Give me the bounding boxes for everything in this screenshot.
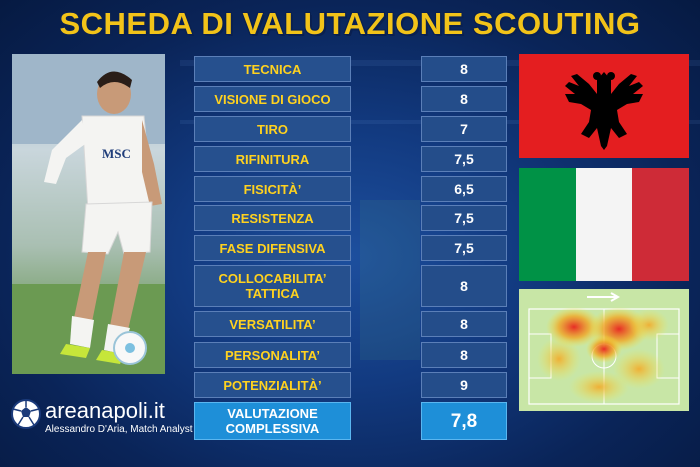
rating-label-visione: VISIONE DI GIOCO — [194, 86, 351, 112]
rating-value-collocabilita: 8 — [421, 265, 507, 307]
brand-author: Alessandro D'Aria, Match Analyst — [45, 424, 193, 435]
heatmap — [519, 289, 689, 411]
rating-label-potenzialita: POTENZIALITÀ’ — [194, 372, 351, 398]
player-illustration — [12, 54, 165, 374]
italy-flag — [519, 168, 689, 281]
rating-label-collocabilita: COLLOCABILITA’ TATTICA — [194, 265, 351, 307]
rating-value-visione: 8 — [421, 86, 507, 112]
flag-stripe-red — [632, 168, 689, 281]
rating-value-tiro: 7 — [421, 116, 507, 142]
direction-arrow-icon — [587, 292, 621, 302]
rating-label-fase-difensiva: FASE DIFENSIVA — [194, 235, 351, 261]
rating-label-resistenza: RESISTENZA — [194, 205, 351, 231]
rating-value-resistenza: 7,5 — [421, 205, 507, 231]
brand-name: areanapoli.it — [45, 398, 165, 423]
flag-stripe-green — [519, 168, 576, 281]
rating-label-rifinitura: RIFINITURA — [194, 146, 351, 172]
rating-value-fisicita: 6,5 — [421, 176, 507, 202]
rating-label-fisicita: FISICITÀ’ — [194, 176, 351, 202]
page-title: SCHEDA DI VALUTAZIONE SCOUTING — [59, 6, 641, 41]
rating-label-tiro: TIRO — [194, 116, 351, 142]
rating-label-personalita: PERSONALITA’ — [194, 342, 351, 368]
rating-value-fase-difensiva: 7,5 — [421, 235, 507, 261]
rating-label-tecnica: TECNICA — [194, 56, 351, 82]
total-label: VALUTAZIONE COMPLESSIVA — [194, 402, 351, 440]
rating-label-versatilita: VERSATILITA’ — [194, 311, 351, 337]
player-photo: MSC — [12, 54, 165, 374]
rating-value-versatilita: 8 — [421, 311, 507, 337]
rating-value-potenzialita: 9 — [421, 372, 507, 398]
pitch-glow — [360, 200, 420, 360]
rating-value-tecnica: 8 — [421, 56, 507, 82]
total-value: 7,8 — [421, 402, 507, 440]
rating-value-personalita: 8 — [421, 342, 507, 368]
jersey-sponsor: MSC — [102, 146, 131, 161]
heatmap-pitch — [528, 292, 680, 405]
rating-value-rifinitura: 7,5 — [421, 146, 507, 172]
albania-flag — [519, 54, 689, 158]
flag-stripe-white — [575, 168, 633, 281]
soccer-ball-logo-icon — [10, 398, 42, 435]
double-headed-eagle-icon — [565, 72, 643, 150]
